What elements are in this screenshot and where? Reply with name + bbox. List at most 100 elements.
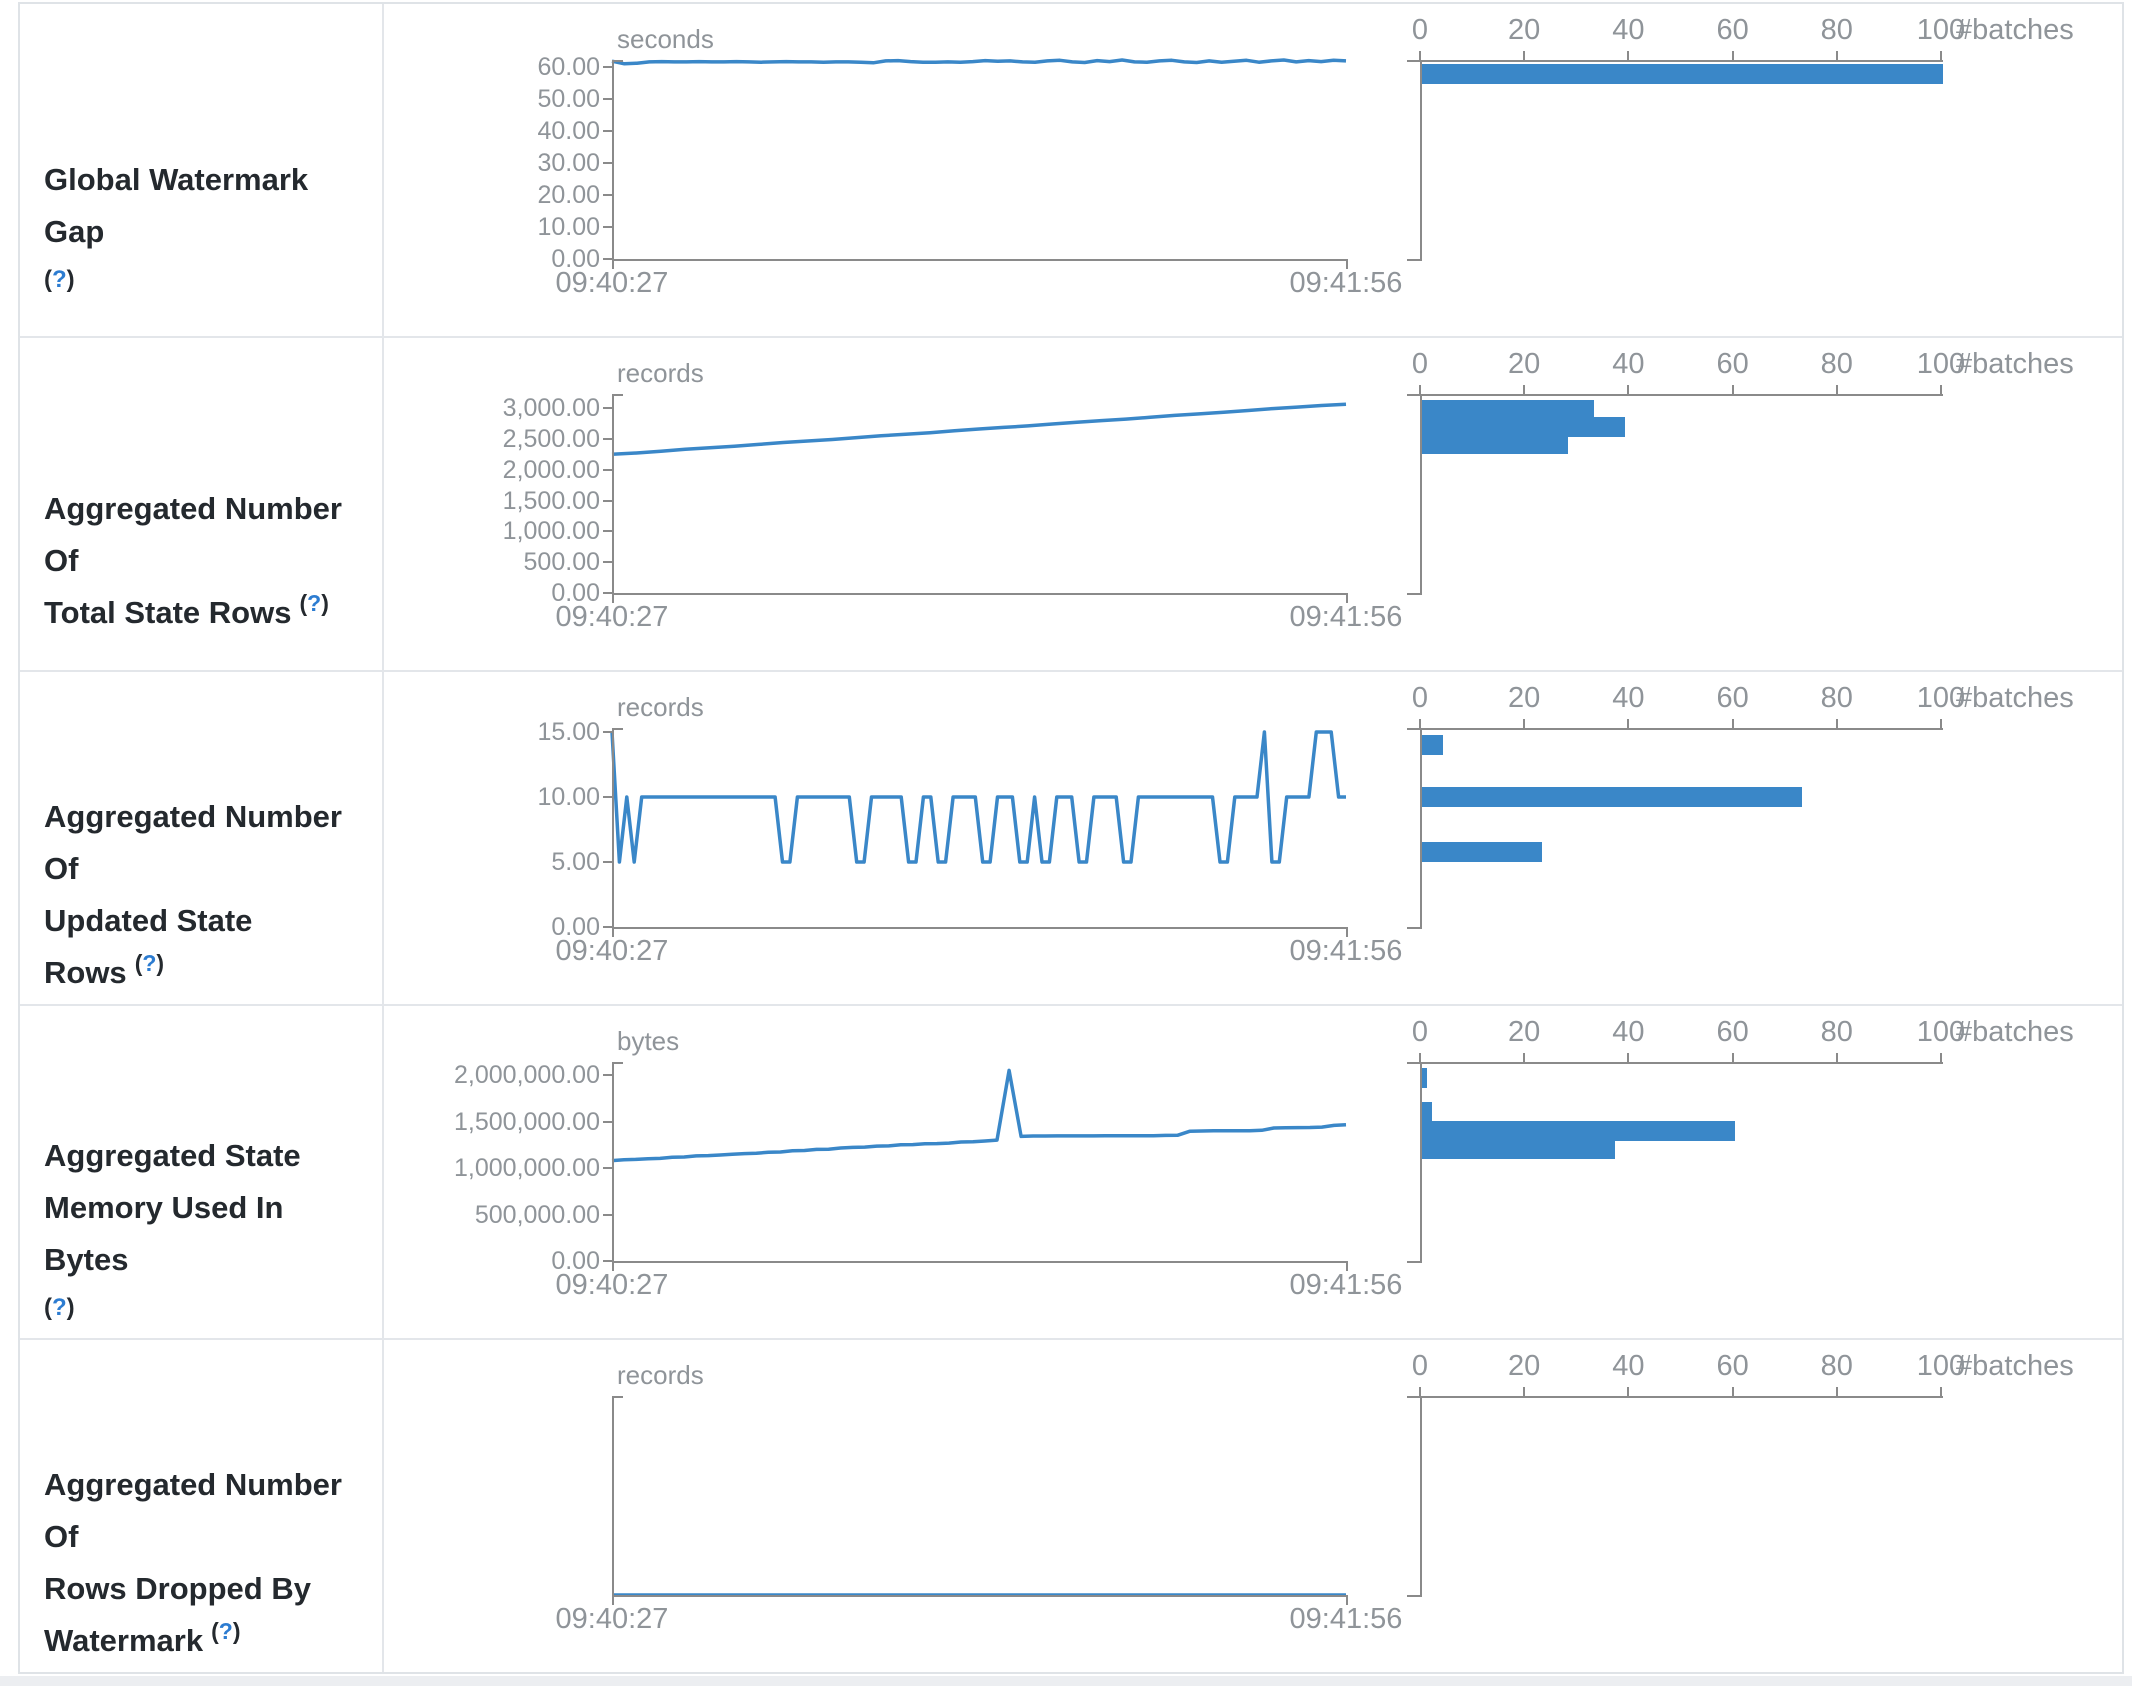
y-tick-label: 15.00 [537,718,600,746]
histogram-tick-label: 20 [1508,682,1541,714]
metric-row-rows-dropped-by-watermark: Aggregated Number Of Rows Dropped By Water… [20,1340,2122,1672]
help-link[interactable]: (?) [44,266,75,293]
y-tick-mark [603,437,612,440]
x-axis-start-time: 09:40:27 [555,935,669,967]
y-axis-unit-label: records [617,692,704,722]
y-tick-label: 2,500.00 [502,424,600,453]
y-tick-label: 0.00 [551,1247,600,1275]
y-tick-mark [603,1120,612,1123]
y-tick-mark [603,407,612,409]
metric-label: Aggregated Number Of Updated State Rows (?… [44,791,374,1001]
y-tick-label: 0.00 [551,245,600,273]
metric-label-line: Memory Used In Bytes [44,1190,284,1277]
y-tick-mark [603,926,612,928]
histogram-tick-label: 20 [1508,1350,1541,1382]
metric-row-updated-state-rows: Aggregated Number Of Updated State Rows (?… [20,672,2122,1006]
y-tick-mark [603,98,612,100]
x-axis-left-end-tick [612,1261,614,1271]
x-axis-start-time: 09:40:27 [555,601,669,633]
help-link[interactable]: (?) [44,1294,75,1321]
histogram-tick-label: 0 [1411,14,1429,46]
help-link[interactable]: (?) [211,1618,241,1644]
y-tick-mark [603,796,612,798]
histogram-tick-label: 60 [1716,348,1749,380]
x-axis-end-time: 09:41:56 [1289,601,1403,633]
x-axis-line [612,1261,1348,1263]
y-axis-line [612,60,614,261]
y-tick-mark [603,258,612,260]
batches-axis-label: #batches [1956,14,2074,46]
histogram-tick-mark [1835,1387,1838,1396]
histogram-tick-label: 0 [1411,1350,1429,1382]
histogram-bar [1422,1101,1433,1122]
histogram-top-axis-line [1407,728,1943,730]
histogram-tick-mark [1523,51,1526,60]
y-tick-label: 3,000.00 [502,394,600,422]
batches-axis-label: #batches [1956,348,2074,380]
timeline-line [611,58,1347,66]
y-tick-label: 60.00 [537,53,600,81]
histogram-tick-mark [1627,385,1630,394]
y-tick-label: 0.00 [551,913,600,941]
help-link[interactable]: (?) [299,590,329,616]
histogram-bar [1422,841,1542,862]
metric-label-cell: Aggregated Number Of Rows Dropped By Water… [20,1340,384,1672]
histogram-tick-label: 0 [1411,682,1429,714]
histogram-bottom-end-tick [1407,259,1421,261]
metric-label: Aggregated State Memory Used In Bytes (?) [44,1130,374,1330]
help-link[interactable]: (?) [134,950,165,976]
x-axis-end-time: 09:41:56 [1289,267,1403,299]
y-tick-mark [603,130,612,132]
x-axis-left-end-tick [612,259,614,269]
y-axis-top-tick [612,394,623,396]
histogram-tick-label: 20 [1508,348,1541,380]
x-axis-line [612,1595,1348,1597]
y-axis-top-tick [612,1396,623,1398]
histogram-tick-mark [1419,719,1421,728]
y-tick-label: 40.00 [537,117,600,145]
histogram-y-axis-line [1420,1062,1422,1263]
x-axis-end-time: 09:41:56 [1289,1269,1403,1301]
batches-axis-label: #batches [1956,1016,2074,1048]
metric-label: Global Watermark Gap (?) [44,154,374,302]
histogram-tick-label: 60 [1716,682,1749,714]
y-axis-unit-label: bytes [617,1026,680,1056]
histogram-tick-mark [1627,1053,1630,1062]
histogram-top-axis-line [1407,1396,1943,1398]
histogram-tick-mark [1523,1387,1526,1396]
batches-axis-label: #batches [1956,1350,2074,1382]
metric-label: Aggregated Number Of Total State Rows (?) [44,483,374,641]
x-axis-left-end-tick [612,593,614,603]
histogram-tick-mark [1627,1387,1630,1396]
histogram-bar [1422,787,1803,808]
y-tick-mark [603,1260,612,1262]
metric-help-line: (?) [44,1286,374,1330]
y-tick-label: 1,000.00 [502,517,600,546]
metric-label-cell: Aggregated State Memory Used In Bytes (?) [20,1006,384,1338]
y-axis-line [612,394,614,595]
histogram-y-axis-line [1420,60,1422,261]
histogram-tick-mark [1835,385,1838,394]
metric-label-line: Updated State Rows (?) [44,903,253,990]
histogram-bar [1422,1138,1615,1159]
histogram-tick-mark [1940,719,1942,728]
y-tick-label: 2,000,000.00 [454,1061,600,1089]
histogram-tick-label: 20 [1508,14,1541,46]
metric-row-global-watermark-gap: Global Watermark Gap (?) seconds 09:40:27… [20,4,2122,338]
metric-label-line: Global Watermark Gap [44,162,309,249]
metric-label-cell: Aggregated Number Of Updated State Rows (?… [20,672,384,1004]
y-tick-label: 1,000,000.00 [454,1154,600,1182]
histogram-tick-label: 100 [1916,348,1966,380]
x-axis-end-time: 09:41:56 [1289,935,1403,967]
histogram-tick-mark [1731,1053,1734,1062]
y-tick-mark [603,499,612,502]
histogram-bar [1422,1067,1428,1088]
histogram-tick-mark [1731,1387,1734,1396]
metric-help-line: (?) [44,258,374,302]
histogram-tick-mark [1419,1053,1421,1062]
x-axis-start-time: 09:40:27 [555,1269,669,1301]
histogram-bar [1422,63,1943,84]
histogram-tick-label: 40 [1612,348,1645,380]
histogram-bar [1422,735,1443,756]
